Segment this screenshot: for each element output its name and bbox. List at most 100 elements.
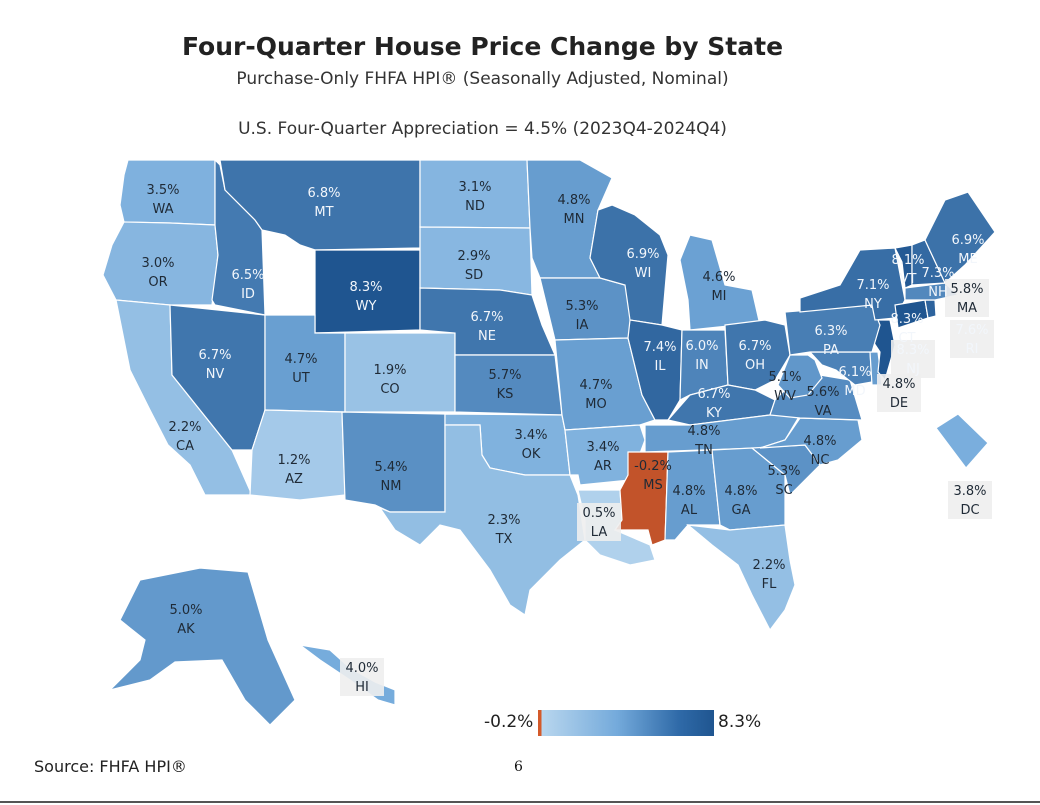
state-value-wa: 3.5% [146, 183, 179, 198]
state-abbr-tx: TX [495, 532, 513, 547]
state-abbr-me: ME [958, 252, 977, 267]
state-value-hi: 4.0% [345, 661, 378, 676]
state-value-nv: 6.7% [198, 348, 231, 363]
page-number: 6 [514, 759, 523, 775]
state-value-de: 4.8% [882, 377, 915, 392]
state-value-pa: 6.3% [814, 324, 847, 339]
state-abbr-nd: ND [465, 199, 485, 214]
state-abbr-vt: VT [900, 272, 917, 287]
state-value-ms: -0.2% [634, 459, 672, 474]
map-subtitle: Purchase-Only FHFA HPI® (Seasonally Adju… [236, 69, 729, 89]
state-abbr-wv: WV [774, 389, 796, 404]
state-value-ne: 6.7% [470, 310, 503, 325]
state-abbr-ne: NE [478, 329, 496, 344]
state-value-wy: 8.3% [349, 280, 382, 295]
state-abbr-mi: MI [711, 289, 726, 304]
state-abbr-ga: GA [732, 503, 751, 518]
state-value-or: 3.0% [141, 256, 174, 271]
state-shape-mi [679, 234, 761, 331]
state-abbr-ak: AK [177, 622, 195, 637]
state-abbr-ky: KY [706, 406, 722, 421]
state-value-va: 5.6% [806, 385, 839, 400]
state-abbr-hi: HI [355, 680, 369, 695]
legend-color-scale [538, 710, 714, 736]
state-value-ut: 4.7% [284, 352, 317, 367]
state-abbr-or: OR [148, 275, 167, 290]
state-value-mo: 4.7% [579, 378, 612, 393]
state-value-ny: 7.1% [856, 278, 889, 293]
state-value-ia: 5.3% [565, 299, 598, 314]
state-abbr-ca: CA [176, 439, 194, 454]
state-shape-vt [894, 244, 913, 289]
state-abbr-nm: NM [381, 479, 402, 494]
state-abbr-mt: MT [314, 205, 333, 220]
state-abbr-pa: PA [823, 343, 839, 358]
state-value-sd: 2.9% [457, 249, 490, 264]
state-abbr-il: IL [654, 359, 666, 374]
state-abbr-ri: RI [966, 342, 979, 357]
state-value-mt: 6.8% [307, 186, 340, 201]
state-abbr-ok: OK [522, 447, 541, 462]
state-value-md: 6.1% [838, 365, 871, 380]
state-abbr-sd: SD [465, 268, 483, 283]
state-abbr-co: CO [380, 382, 399, 397]
state-abbr-nv: NV [206, 367, 225, 382]
state-value-sc: 5.3% [767, 464, 800, 479]
state-abbr-ut: UT [292, 371, 310, 386]
state-shape-fl [686, 524, 796, 632]
state-value-tn: 4.8% [687, 424, 720, 439]
state-abbr-nh: NH [928, 285, 948, 300]
state-value-ri: 7.6% [955, 323, 988, 338]
label-box-de [877, 374, 921, 412]
state-abbr-nc: NC [811, 453, 830, 468]
state-abbr-tn: TN [694, 443, 713, 458]
state-shape-dc [935, 413, 989, 469]
state-abbr-ks: KS [497, 387, 514, 402]
state-abbr-id: ID [241, 287, 255, 302]
state-abbr-az: AZ [285, 472, 303, 487]
state-value-ak: 5.0% [169, 603, 202, 618]
state-abbr-oh: OH [745, 358, 765, 373]
state-value-nd: 3.1% [458, 180, 491, 195]
state-shape-nc [759, 417, 863, 466]
label-box-la [577, 503, 621, 541]
state-shape-or [102, 221, 219, 306]
state-abbr-ny: NY [864, 297, 882, 312]
state-abbr-mo: MO [585, 397, 606, 412]
state-value-ma: 5.8% [950, 282, 983, 297]
state-abbr-ma: MA [957, 301, 977, 316]
state-value-al: 4.8% [672, 484, 705, 499]
label-box-ma [945, 279, 989, 317]
state-shape-tx [378, 424, 586, 616]
state-value-tx: 2.3% [487, 513, 520, 528]
state-value-id: 6.5% [231, 268, 264, 283]
state-abbr-mn: MN [564, 212, 585, 227]
state-abbr-ms: MS [643, 478, 662, 493]
state-abbr-de: DE [890, 396, 908, 411]
label-box-nj [891, 340, 935, 378]
state-abbr-in: IN [695, 358, 709, 373]
state-value-wi: 6.9% [626, 247, 659, 262]
state-shape-wv [777, 354, 823, 399]
state-value-mn: 4.8% [557, 193, 590, 208]
state-abbr-ar: AR [594, 459, 612, 474]
state-value-ky: 6.7% [697, 387, 730, 402]
label-box-hi [340, 658, 384, 696]
state-abbr-ct: CT [898, 331, 915, 346]
state-abbr-al: AL [681, 503, 698, 518]
state-value-ok: 3.4% [514, 428, 547, 443]
state-value-nj: 8.3% [896, 343, 929, 358]
state-abbr-md: MD [844, 384, 865, 399]
state-shape-tn [644, 414, 802, 453]
state-value-la: 0.5% [582, 506, 615, 521]
state-abbr-la: LA [591, 525, 608, 540]
state-abbr-nj: NJ [906, 362, 920, 377]
state-abbr-va: VA [815, 404, 832, 419]
state-value-ks: 5.7% [488, 368, 521, 383]
source-note: Source: FHFA HPI® [34, 757, 187, 776]
state-abbr-wi: WI [635, 266, 652, 281]
state-abbr-fl: FL [762, 577, 777, 592]
legend-max-label: 8.3% [718, 712, 762, 732]
state-value-ga: 4.8% [724, 484, 757, 499]
